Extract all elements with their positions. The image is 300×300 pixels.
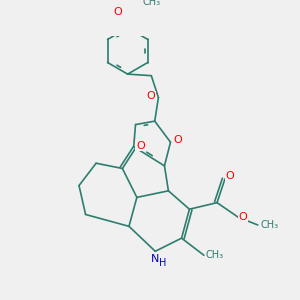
Text: O: O [238,212,247,222]
Text: O: O [225,171,234,182]
Text: CH₃: CH₃ [261,220,279,230]
Text: O: O [147,91,155,101]
Text: O: O [114,7,123,17]
Text: O: O [136,141,145,151]
Text: H: H [159,258,166,268]
Text: O: O [173,135,182,145]
Text: N: N [151,254,159,264]
Text: CH₃: CH₃ [206,250,224,260]
Text: CH₃: CH₃ [143,0,161,7]
